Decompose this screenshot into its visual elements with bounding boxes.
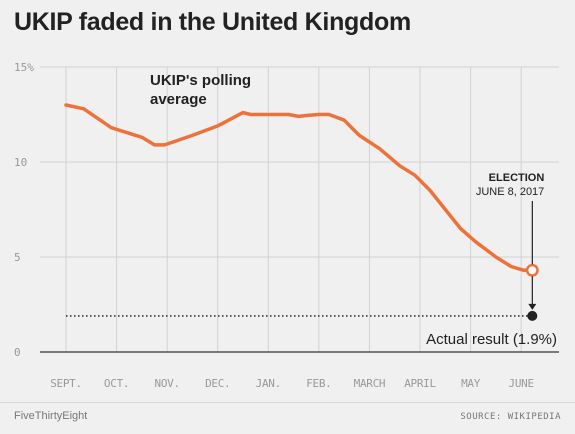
- series-line-ukip: [64, 103, 535, 273]
- x-tick-label: MAY: [461, 377, 481, 390]
- footer-divider: [0, 402, 575, 403]
- actual-result-marker: [527, 310, 538, 321]
- final-poll-marker: [525, 263, 539, 277]
- x-tick-label: JAN.: [256, 377, 281, 390]
- series-group: [64, 103, 539, 277]
- x-tick-label: MARCH: [354, 377, 386, 390]
- actual-result-label: Actual result (1.9%): [426, 331, 557, 348]
- series-label-line2: average: [150, 91, 207, 108]
- vertical-gridlines: [65, 67, 522, 352]
- chart-title: UKIP faded in the United Kingdom: [14, 8, 411, 36]
- election-date-label: JUNE 8, 2017: [476, 186, 544, 198]
- x-tick-label: JUNE: [509, 377, 534, 390]
- y-tick-label: 10: [14, 156, 27, 169]
- annotations-group: UKIP's polling average ELECTION JUNE 8, 201…: [150, 72, 544, 310]
- election-label: ELECTION: [489, 172, 545, 184]
- horizontal-gridlines: [40, 66, 559, 353]
- footer-source: SOURCE: WIKIPEDIA: [460, 412, 561, 422]
- actual-result-group: Actual result (1.9%): [66, 310, 557, 348]
- election-arrowhead: [528, 303, 537, 310]
- x-tick-label: FEB.: [306, 377, 331, 390]
- y-tick-label: 0: [14, 346, 21, 359]
- footer-brand: FiveThirtyEight: [14, 410, 88, 422]
- y-axis-tick-labels: 15% 10 5 0: [14, 61, 34, 359]
- y-tick-label: 15%: [14, 61, 34, 74]
- x-tick-label: OCT.: [104, 377, 129, 390]
- x-tick-label: DEC.: [205, 377, 230, 390]
- y-tick-label: 5: [14, 251, 21, 264]
- x-tick-label: APRIL: [404, 377, 436, 390]
- x-tick-label: SEPT.: [50, 377, 82, 390]
- series-label-line1: UKIP's polling: [150, 72, 251, 89]
- x-axis-tick-labels: SEPT. OCT. NOV. DEC. JAN. FEB. MARCH APRIL MAY JU…: [50, 377, 534, 390]
- x-tick-label: NOV.: [155, 377, 180, 390]
